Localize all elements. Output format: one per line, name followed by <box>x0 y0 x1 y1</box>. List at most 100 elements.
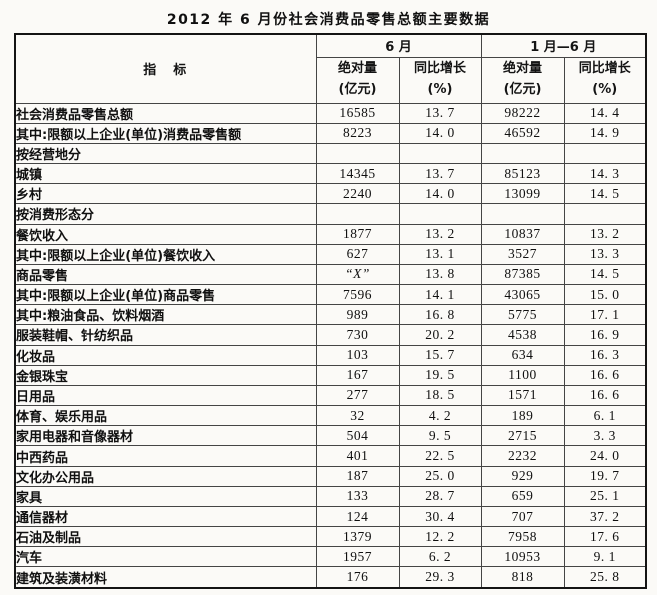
june-growth-cell: 14. 0 <box>398 122 482 144</box>
indicator-cell: 日用品 <box>14 384 317 407</box>
jan-june-absolute-cell: 87385 <box>480 263 565 286</box>
indicator-cell: 文化办公用品 <box>14 465 317 487</box>
indicator-cell: 按经营地分 <box>14 142 317 165</box>
jan-june-absolute-cell: 2232 <box>480 445 565 467</box>
june-absolute-cell: 504 <box>315 425 400 447</box>
june-absolute-cell: 401 <box>315 445 400 467</box>
june-growth-cell: 9. 5 <box>398 425 482 447</box>
table-row: 汽车 1957 6. 2 10953 9. 1 <box>14 546 647 568</box>
table-row: 商品零售 “X” 13. 8 87385 14. 5 <box>14 263 647 286</box>
table-row: 体育、娱乐用品 32 4. 2 189 6. 1 <box>14 405 647 427</box>
june-absolute-cell: 627 <box>315 243 400 265</box>
jan-june-growth-cell: 13. 2 <box>563 223 647 245</box>
jan-june-growth-cell: 24. 0 <box>563 445 647 467</box>
retail-sales-table: 指 标 6 月 1 月—6 月 绝对量 (亿元) 同比增长 (%) 绝对量 (亿… <box>14 33 648 589</box>
indicator-cell: 餐饮收入 <box>14 223 317 245</box>
header-june-absolute: 绝对量 (亿元) <box>315 56 400 104</box>
jan-june-absolute-cell: 46592 <box>480 122 565 144</box>
jan-june-growth-cell: 16. 9 <box>563 324 647 346</box>
june-growth-cell: 13. 7 <box>398 102 482 124</box>
june-absolute-cell <box>315 203 400 225</box>
table-row: 其中:限额以上企业(单位)消费品零售额 8223 14. 0 46592 14.… <box>14 122 647 144</box>
indicator-cell: 体育、娱乐用品 <box>14 405 317 427</box>
june-growth-cell: 28. 7 <box>398 485 482 507</box>
june-absolute-cell: 187 <box>315 465 400 487</box>
indicator-cell: 化妆品 <box>14 344 317 366</box>
header-absolute-label: 绝对量 <box>503 61 543 77</box>
june-absolute-cell: 124 <box>315 505 400 528</box>
jan-june-growth-cell: 17. 1 <box>563 304 647 326</box>
june-absolute-cell: 32 <box>315 405 400 427</box>
june-absolute-cell: 7596 <box>315 284 400 306</box>
june-growth-cell: 30. 4 <box>398 505 482 528</box>
june-growth-cell: 25. 0 <box>398 465 482 487</box>
table-row: 金银珠宝 167 19. 5 1100 16. 6 <box>14 364 647 386</box>
table-row: 化妆品 103 15. 7 634 16. 3 <box>14 344 647 366</box>
indicator-cell: 家具 <box>14 485 317 507</box>
jan-june-growth-cell: 9. 1 <box>563 546 647 568</box>
jan-june-absolute-cell <box>480 142 565 165</box>
jan-june-absolute-cell: 10953 <box>480 546 565 568</box>
indicator-cell: 城镇 <box>14 163 317 185</box>
table-row: 其中:粮油食品、饮料烟酒 989 16. 8 5775 17. 1 <box>14 304 647 326</box>
table-row: 其中:限额以上企业(单位)餐饮收入 627 13. 1 3527 13. 3 <box>14 243 647 265</box>
jan-june-growth-cell: 16. 3 <box>563 344 647 366</box>
jan-june-absolute-cell: 98222 <box>480 102 565 124</box>
june-growth-cell <box>398 142 482 165</box>
indicator-cell: 金银珠宝 <box>14 364 317 386</box>
indicator-cell: 建筑及装潢材料 <box>14 566 317 589</box>
header-growth-unit: (%) <box>592 82 618 97</box>
june-absolute-cell: 277 <box>315 384 400 407</box>
june-absolute-cell: 730 <box>315 324 400 346</box>
header-period-june: 6 月 <box>315 33 482 58</box>
jan-june-growth-cell: 17. 6 <box>563 526 647 548</box>
jan-june-growth-cell <box>563 203 647 225</box>
jan-june-growth-cell: 14. 3 <box>563 163 647 185</box>
table-row: 家用电器和音像器材 504 9. 5 2715 3. 3 <box>14 425 647 447</box>
june-growth-cell: 22. 5 <box>398 445 482 467</box>
jan-june-growth-cell: 14. 4 <box>563 102 647 124</box>
june-growth-cell: 6. 2 <box>398 546 482 568</box>
june-growth-cell: 12. 2 <box>398 526 482 548</box>
indicator-cell: 乡村 <box>14 183 317 205</box>
document-title: 2012 年 6 月份社会消费品零售总额主要数据 <box>166 12 491 28</box>
june-absolute-cell: 133 <box>315 485 400 507</box>
jan-june-absolute-cell: 7958 <box>480 526 565 548</box>
jan-june-absolute-cell: 707 <box>480 505 565 528</box>
header-june-growth: 同比增长 (%) <box>398 56 482 104</box>
table-row: 家具 133 28. 7 659 25. 1 <box>14 485 647 507</box>
indicator-cell: 中西药品 <box>14 445 317 467</box>
june-absolute-cell: “X” <box>315 263 400 286</box>
table-row: 服装鞋帽、针纺织品 730 20. 2 4538 16. 9 <box>14 324 647 346</box>
header-absolute-unit: (亿元) <box>503 82 542 97</box>
june-growth-cell: 18. 5 <box>398 384 482 407</box>
jan-june-absolute-cell: 634 <box>480 344 565 366</box>
june-growth-cell: 13. 2 <box>398 223 482 245</box>
indicator-cell: 社会消费品零售总额 <box>14 102 317 124</box>
june-absolute-cell: 14345 <box>315 163 400 185</box>
june-growth-cell: 19. 5 <box>398 364 482 386</box>
table-row: 按经营地分 <box>14 142 647 165</box>
june-absolute-cell: 167 <box>315 364 400 386</box>
table-row: 通信器材 124 30. 4 707 37. 2 <box>14 505 647 528</box>
june-growth-cell <box>398 203 482 225</box>
jan-june-growth-cell: 19. 7 <box>563 465 647 487</box>
june-absolute-cell: 989 <box>315 304 400 326</box>
indicator-cell: 家用电器和音像器材 <box>14 425 317 447</box>
header-absolute-label: 绝对量 <box>337 61 377 77</box>
jan-june-absolute-cell: 1571 <box>480 384 565 407</box>
header-indicator: 指 标 <box>14 33 317 104</box>
jan-june-growth-cell: 25. 1 <box>563 485 647 507</box>
indicator-cell: 按消费形态分 <box>14 203 317 225</box>
jan-june-absolute-cell: 43065 <box>480 284 565 306</box>
jan-june-absolute-cell: 13099 <box>480 183 565 205</box>
table-row: 中西药品 401 22. 5 2232 24. 0 <box>14 445 647 467</box>
indicator-cell: 其中:限额以上企业(单位)餐饮收入 <box>14 243 317 265</box>
jan-june-growth-cell: 13. 3 <box>563 243 647 265</box>
june-growth-cell: 4. 2 <box>398 405 482 427</box>
table-row: 社会消费品零售总额 16585 13. 7 98222 14. 4 <box>14 102 647 124</box>
jan-june-growth-cell: 16. 6 <box>563 384 647 407</box>
jan-june-absolute-cell: 189 <box>480 405 565 427</box>
jan-june-absolute-cell <box>480 203 565 225</box>
june-absolute-cell: 1379 <box>315 526 400 548</box>
